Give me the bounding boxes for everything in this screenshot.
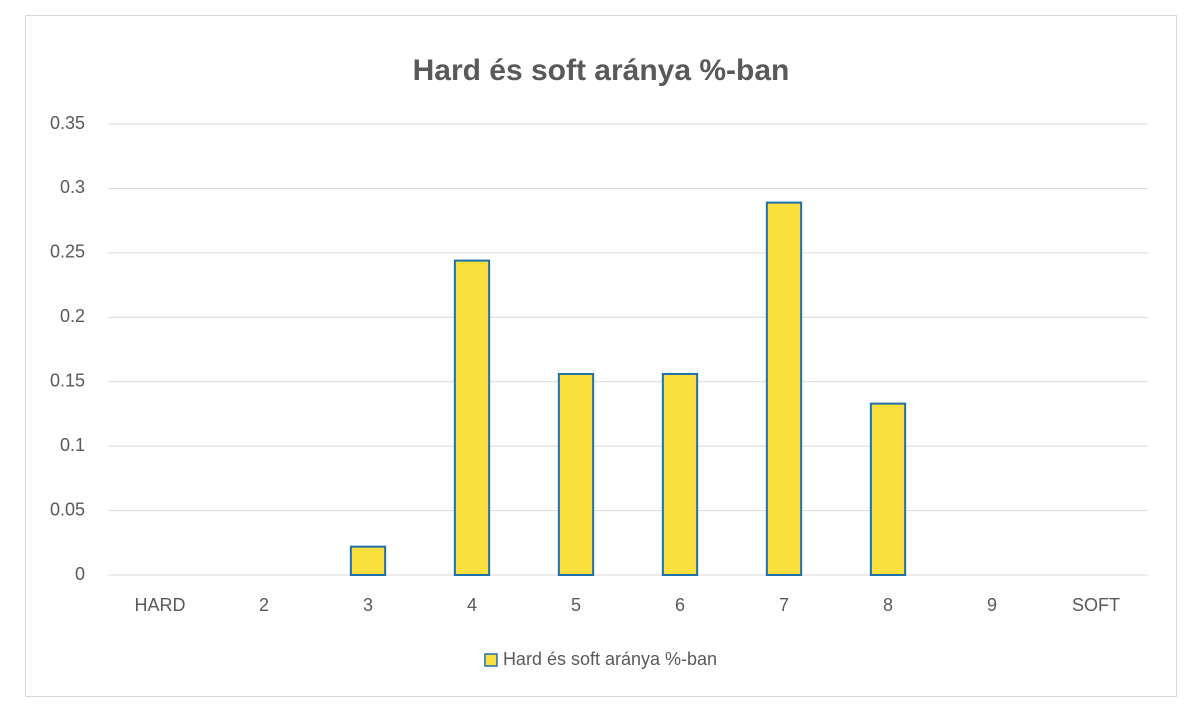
x-tick-label: 4 [467,595,477,615]
legend-swatch [484,653,498,667]
x-tick-label: 9 [987,595,997,615]
legend-label: Hard és soft aránya %-ban [503,649,717,669]
x-tick-label: 8 [883,595,893,615]
x-tick-label: 3 [363,595,373,615]
bar [453,259,491,576]
x-tick-label: 5 [571,595,581,615]
chart-title: Hard és soft aránya %-ban [413,54,790,87]
x-tick-label: 6 [675,595,685,615]
bar [869,402,907,576]
bar [661,372,699,576]
y-tick-label: 0.1 [60,435,85,455]
x-tick-label: 7 [779,595,789,615]
x-tick-label: HARD [134,595,185,615]
chart-border [25,15,1177,697]
y-tick-label: 0.3 [60,177,85,197]
y-tick-label: 0.2 [60,306,85,326]
y-tick-label: 0.15 [50,370,85,390]
bar [765,201,803,577]
x-tick-label: SOFT [1072,595,1120,615]
y-tick-label: 0.35 [50,113,85,133]
bar [557,372,595,576]
x-tick-label: 2 [259,595,269,615]
bar [349,545,387,576]
y-tick-label: 0 [75,564,85,584]
y-tick-label: 0.05 [50,499,85,519]
y-tick-label: 0.25 [50,242,85,262]
